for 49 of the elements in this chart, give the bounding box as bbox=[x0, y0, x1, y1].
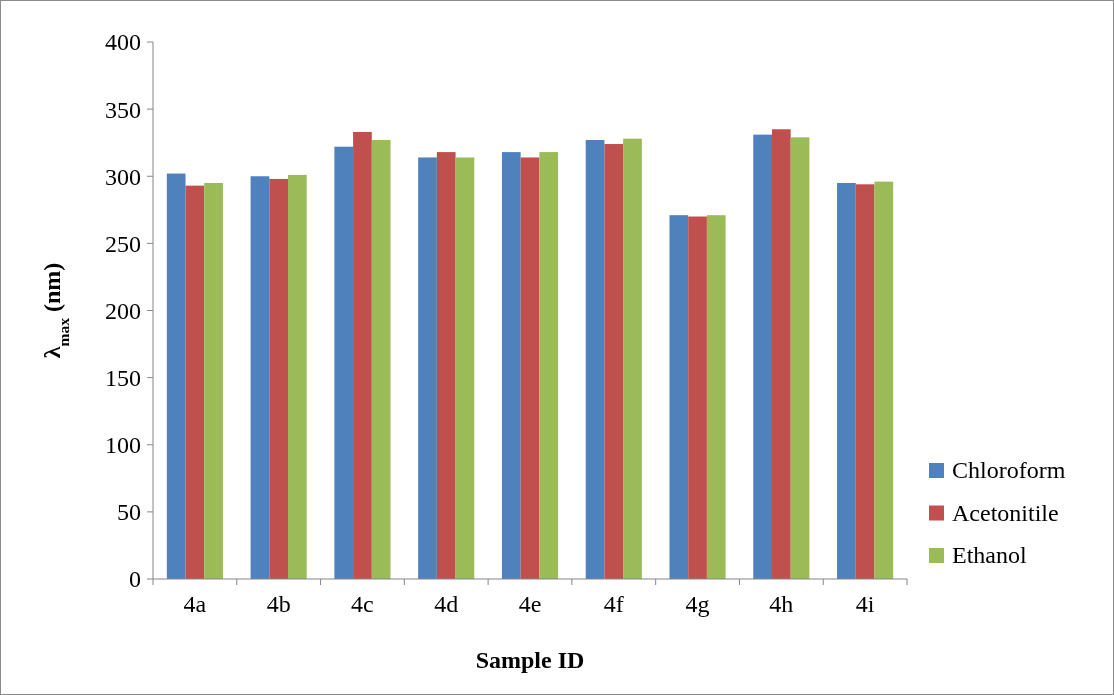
bar bbox=[585, 140, 605, 579]
x-tick-label: 4b bbox=[266, 591, 291, 617]
x-tick-label: 4e bbox=[518, 591, 542, 617]
bar bbox=[353, 131, 372, 579]
y-tick-label: 350 bbox=[105, 96, 141, 123]
x-tick-label: 4f bbox=[603, 591, 624, 617]
bar bbox=[837, 182, 856, 579]
y-tick-label: 150 bbox=[105, 365, 141, 392]
x-tick-label: 4i bbox=[855, 591, 875, 617]
bar bbox=[623, 138, 642, 579]
x-axis-title: Sample ID bbox=[475, 647, 585, 673]
bar bbox=[604, 144, 624, 579]
bar bbox=[771, 129, 791, 579]
bar bbox=[418, 157, 437, 579]
x-tick-label: 4c bbox=[351, 591, 374, 617]
bar bbox=[455, 157, 475, 579]
y-tick-label: 400 bbox=[105, 29, 141, 56]
bar bbox=[753, 134, 772, 579]
y-tick-label: 100 bbox=[105, 432, 141, 459]
bar bbox=[874, 181, 894, 579]
y-tick-label: 300 bbox=[105, 163, 141, 190]
bar bbox=[185, 185, 205, 579]
bar bbox=[539, 152, 559, 579]
bar bbox=[790, 137, 810, 579]
bar bbox=[288, 174, 307, 579]
legend-label: Chloroform bbox=[952, 457, 1066, 484]
bar bbox=[688, 216, 707, 579]
x-tick-label: 4d bbox=[434, 591, 459, 617]
y-tick-label: 50 bbox=[117, 499, 141, 526]
legend-label: Ethanol bbox=[952, 542, 1027, 569]
bar bbox=[269, 178, 289, 579]
bar bbox=[436, 152, 456, 579]
y-tick-label: 250 bbox=[105, 230, 141, 257]
bar bbox=[334, 146, 354, 579]
x-tick-label: 4h bbox=[769, 591, 794, 617]
y-tick-label: 0 bbox=[129, 566, 141, 593]
y-tick-label: 200 bbox=[105, 297, 141, 324]
bar bbox=[250, 176, 270, 579]
bar bbox=[371, 140, 391, 579]
x-tick-label: 4g bbox=[685, 591, 710, 617]
legend-label: Acetonitile bbox=[952, 499, 1059, 526]
bar bbox=[706, 215, 726, 579]
bar bbox=[520, 157, 540, 579]
bar bbox=[669, 215, 689, 579]
bar bbox=[166, 173, 186, 579]
x-tick-label: 4a bbox=[183, 591, 207, 617]
bar bbox=[501, 152, 521, 579]
bar bbox=[855, 184, 875, 579]
bar bbox=[204, 182, 223, 579]
